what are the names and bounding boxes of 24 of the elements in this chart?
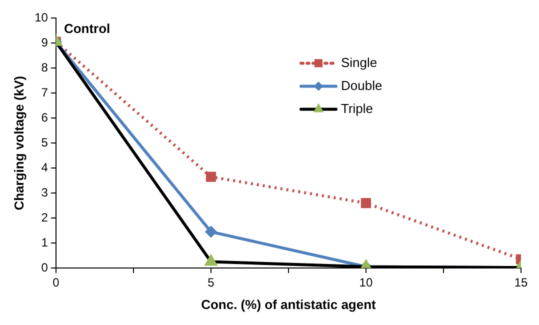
y-tick-label: 7: [41, 85, 48, 100]
y-tick-label: 5: [41, 135, 48, 150]
x-tick-label: 5: [208, 276, 215, 290]
point: [206, 172, 216, 182]
annotation: Control: [64, 21, 110, 36]
y-tick-label: 4: [41, 160, 48, 174]
y-tick-label: 9: [41, 35, 48, 50]
x-tick-label: 10: [359, 276, 373, 290]
y-axis-title: Charging voltage (kV): [11, 76, 26, 210]
point: [205, 226, 216, 238]
y-tick-label: 10: [34, 10, 48, 25]
x-tick-label: 15: [514, 276, 528, 290]
y-tick-label: 3: [41, 185, 48, 200]
legend-label: Triple: [341, 100, 374, 116]
point: [360, 198, 372, 208]
y-tick-label: 0: [41, 260, 48, 274]
y-tick-label: 1: [41, 235, 48, 250]
y-tick-label: 8: [41, 60, 48, 74]
x-tick-label: 0: [52, 276, 60, 290]
legend-label: Double: [341, 78, 382, 93]
x-axis-title: Conc. (%) of antistatic agent: [201, 296, 377, 312]
legend-label: Single: [341, 54, 378, 70]
y-tick-label: 2: [41, 210, 48, 224]
y-tick-label: 6: [41, 110, 48, 124]
